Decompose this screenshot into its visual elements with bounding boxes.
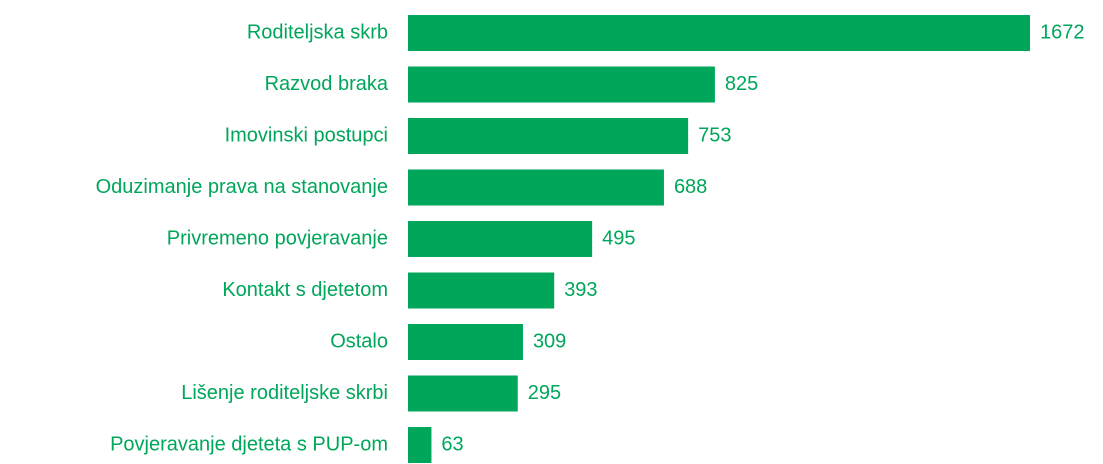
value-label: 393 [564,279,597,301]
category-label: Oduzimanje prava na stanovanje [96,176,388,198]
category-label: Privremeno povjeravanje [167,227,388,249]
value-label: 295 [528,382,561,404]
category-label: Povjeravanje djeteta s PUP-om [110,433,388,455]
category-label: Imovinski postupci [225,124,388,146]
bar [408,272,555,309]
bar [408,375,518,412]
bar [408,324,523,360]
category-label: Razvod braka [265,73,389,95]
bar [408,66,715,103]
bar [408,427,432,463]
value-label: 688 [674,176,707,198]
value-label: 1672 [1040,21,1085,43]
bar [408,221,593,257]
value-label: 63 [441,433,463,455]
value-label: 495 [602,227,635,249]
bar [408,15,1030,51]
bar [408,118,689,154]
value-label: 825 [725,73,758,95]
category-label: Kontakt s djetetom [222,279,388,301]
category-label: Roditeljska skrb [247,21,388,43]
bar [408,169,664,206]
value-label: 753 [698,124,731,146]
value-label: 309 [533,330,566,352]
category-label: Lišenje roditeljske skrbi [181,382,388,404]
category-label: Ostalo [330,330,388,352]
